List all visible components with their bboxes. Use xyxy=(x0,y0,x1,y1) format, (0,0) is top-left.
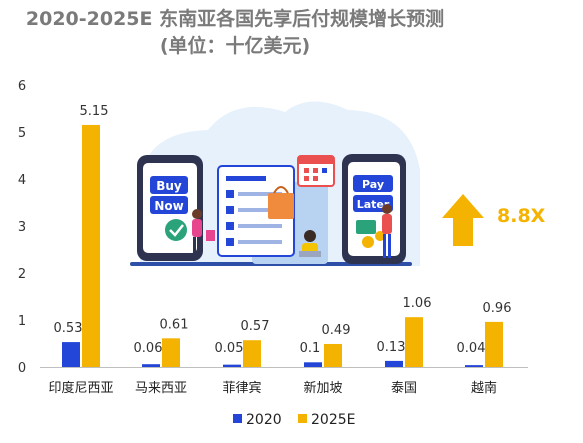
y-tick-label: 1 xyxy=(18,314,26,329)
y-axis: 0 1 2 3 4 5 6 xyxy=(18,79,26,376)
data-label-2020-0: 0.53 xyxy=(54,321,83,336)
y-tick-label: 0 xyxy=(18,361,26,376)
category-label: 越南 xyxy=(471,380,497,396)
bar-2025E-2 xyxy=(243,340,261,367)
laptop-user-icon xyxy=(299,230,321,257)
buy-word: Buy xyxy=(156,179,182,193)
data-label-2020-1: 0.06 xyxy=(134,341,163,356)
chart-title-line2: (单位：十亿美元) xyxy=(159,35,311,57)
y-tick-label: 3 xyxy=(18,220,26,235)
shopper-icon xyxy=(192,209,215,255)
chart-title-line1: 2020-2025E 东南亚各国先享后付规模增长预测 xyxy=(25,8,445,30)
legend-label-2020: 2020 xyxy=(246,412,282,428)
phone-right-icon: Pay Later xyxy=(342,154,406,264)
data-label-2025E-0: 5.15 xyxy=(80,104,109,119)
data-label-2020-4: 0.13 xyxy=(377,340,406,355)
category-label: 菲律宾 xyxy=(222,380,261,396)
data-label-2025E-2: 0.57 xyxy=(241,319,270,334)
bar-2020-2 xyxy=(223,364,241,367)
legend-swatch-2025E xyxy=(298,414,307,423)
bars xyxy=(62,124,503,367)
up-arrow-icon xyxy=(442,194,484,246)
bar-2025E-5 xyxy=(485,321,503,367)
bar-2025E-0 xyxy=(82,124,100,367)
legend-swatch-2020 xyxy=(233,414,242,423)
bar-2025E-4 xyxy=(405,317,423,367)
data-label-2025E-4: 1.06 xyxy=(403,296,432,311)
y-tick-label: 6 xyxy=(18,79,26,94)
bar-2020-1 xyxy=(142,364,160,367)
bar-2020-4 xyxy=(385,360,403,367)
now-word: Now xyxy=(154,199,183,213)
data-label-2025E-1: 0.61 xyxy=(160,317,189,332)
data-label-2020-5: 0.04 xyxy=(457,341,486,356)
bar-2020-3 xyxy=(304,362,322,367)
data-labels: 0.53 5.15 0.06 0.61 0.05 0.57 0.10.49 0.13 1.06 0… xyxy=(54,104,512,356)
category-label: 泰国 xyxy=(391,381,417,396)
category-label: 新加坡 xyxy=(303,380,342,396)
category-label: 印度尼西亚 xyxy=(48,380,113,396)
data-label-2025E-3: 0.49 xyxy=(322,323,351,338)
standing-person-icon xyxy=(382,204,392,258)
shopping-bag-icon xyxy=(268,186,294,219)
growth-multiple: 8.8X xyxy=(497,205,546,227)
y-tick-label: 2 xyxy=(18,267,26,282)
data-label-2020-2: 0.05 xyxy=(215,341,244,356)
legend: 2020 2025E xyxy=(233,412,355,428)
data-label-2020-3: 0.1 xyxy=(300,341,321,356)
bar-2025E-3 xyxy=(324,343,342,367)
y-tick-label: 5 xyxy=(18,126,26,141)
legend-label-2025E: 2025E xyxy=(311,412,355,428)
x-axis: 印度尼西亚 马来西亚 菲律宾 新加坡 泰国 越南 xyxy=(40,367,528,396)
bar-2020-5 xyxy=(465,365,483,367)
bar-2025E-1 xyxy=(162,338,180,367)
bar-2020-0 xyxy=(62,342,80,367)
chart-title: 2020-2025E 东南亚各国先享后付规模增长预测 (单位：十亿美元) xyxy=(0,6,470,60)
bnpl-illustration: Buy Now xyxy=(130,101,420,266)
y-tick-label: 4 xyxy=(18,173,26,188)
phone-left-icon: Buy Now xyxy=(137,155,203,261)
data-label-2025E-5: 0.96 xyxy=(483,301,512,316)
calendar-icon xyxy=(297,155,335,187)
growth-callout: 8.8X xyxy=(442,194,546,246)
later-word: Later xyxy=(357,198,390,211)
category-label: 马来西亚 xyxy=(135,381,187,396)
pay-word: Pay xyxy=(362,178,384,191)
